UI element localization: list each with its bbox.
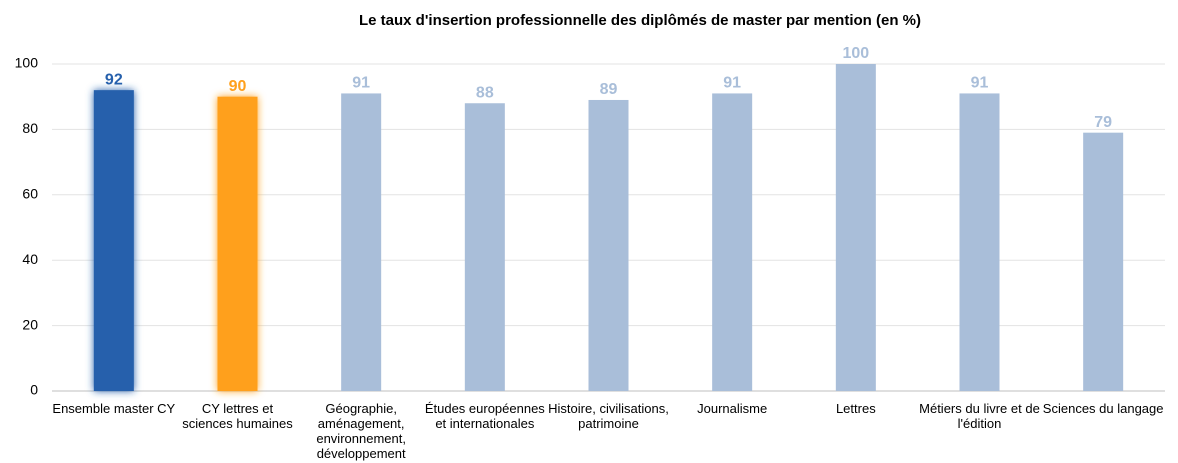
- bar: [835, 64, 876, 391]
- bar: [712, 93, 753, 392]
- y-tick-label: 100: [15, 55, 39, 71]
- data-label: 100: [842, 45, 869, 62]
- x-tick-label: Histoire, civilisations, patrimoine: [548, 401, 669, 431]
- bar: [464, 103, 505, 392]
- bar: [217, 96, 258, 391]
- data-label: 92: [105, 71, 123, 88]
- bar: [93, 90, 134, 391]
- data-label: 90: [229, 78, 247, 95]
- data-label: 88: [476, 84, 494, 101]
- data-label: 91: [723, 75, 741, 92]
- y-tick-label: 60: [22, 186, 38, 202]
- data-label: 91: [971, 75, 989, 92]
- x-tick-label: Ensemble master CY: [52, 401, 176, 416]
- chart-title: Le taux d'insertion professionnelle des …: [359, 12, 921, 29]
- y-tick-label: 0: [30, 382, 38, 398]
- x-tick-label: Géographie, aménagement, environnement, …: [316, 401, 406, 461]
- data-label: 79: [1094, 114, 1112, 131]
- x-tick-label: Journalisme: [697, 401, 768, 416]
- y-tick-label: 80: [22, 120, 38, 136]
- y-tick-label: 20: [22, 316, 38, 332]
- bar: [959, 93, 1000, 392]
- x-tick-label: Métiers du livre et de l'édition: [919, 401, 1040, 431]
- y-tick-label: 40: [22, 251, 38, 267]
- x-tick-label: CY lettres et sciences humaines: [182, 401, 293, 431]
- bar: [588, 99, 629, 391]
- bar: [1083, 132, 1124, 392]
- bar: [341, 93, 382, 392]
- x-tick-label: Sciences du langage: [1042, 401, 1164, 416]
- x-tick-label: Lettres: [835, 401, 876, 416]
- data-label: 91: [352, 75, 370, 92]
- x-tick-label: Études européennes et internationales: [424, 401, 545, 431]
- data-label: 89: [600, 81, 618, 98]
